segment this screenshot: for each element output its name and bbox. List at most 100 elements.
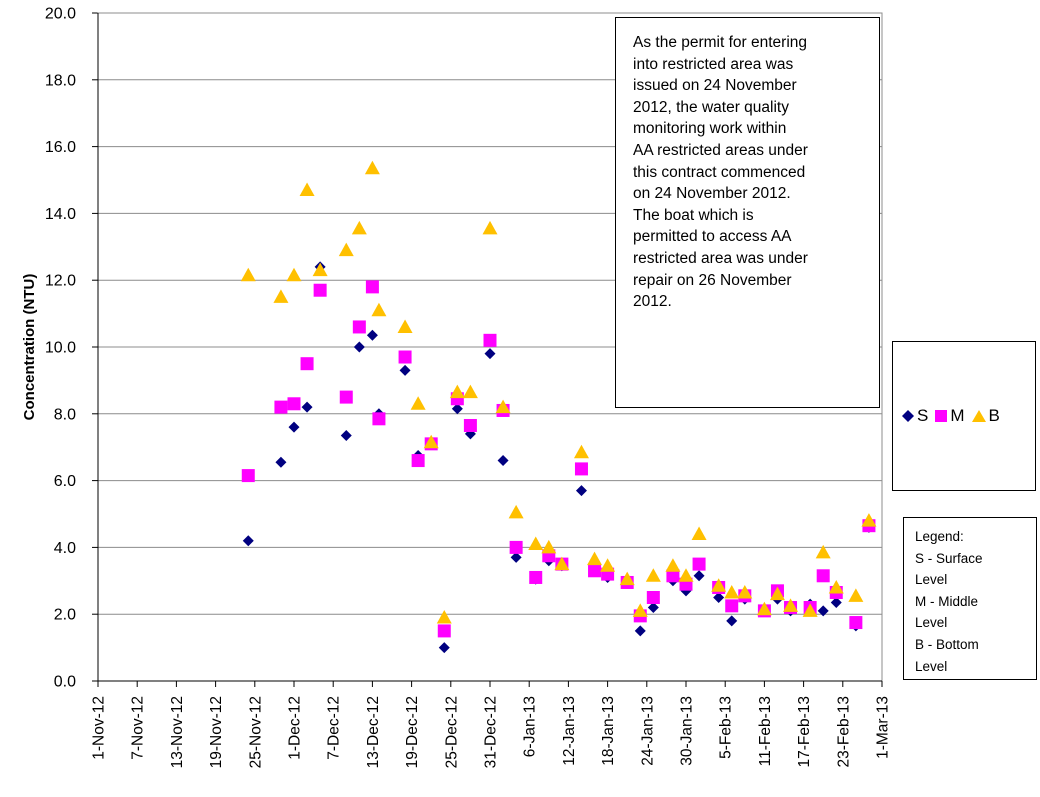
annotation-line: issued on 24 November: [633, 77, 797, 95]
data-point-m: [849, 616, 863, 630]
data-point-b: [364, 160, 380, 175]
data-point-m: [313, 283, 327, 297]
x-tick-label: 17-Feb-13: [796, 696, 813, 768]
data-point-m: [725, 599, 739, 613]
annotation-line: this contract commenced: [633, 163, 806, 181]
data-point-b: [815, 544, 831, 559]
data-point-s: [713, 592, 725, 603]
data-point-b: [678, 568, 694, 582]
data-point-b: [462, 384, 478, 399]
x-tick-label: 18-Jan-13: [600, 696, 617, 766]
x-tick-label: 24-Jan-13: [639, 696, 656, 766]
data-point-s: [693, 570, 705, 582]
data-point-b: [541, 539, 557, 554]
legend-entry-b: B: [971, 406, 1000, 426]
data-point-b: [691, 526, 707, 541]
y-tick-label: 4.0: [54, 540, 76, 557]
data-point-s: [575, 485, 587, 497]
data-point-s: [301, 401, 313, 413]
data-point-m: [666, 569, 680, 583]
data-point-s: [242, 535, 254, 547]
data-point-b: [573, 444, 589, 459]
data-point-b: [802, 603, 818, 617]
legend-note-line: S - Surface: [915, 550, 983, 566]
legend-explanation-box: Legend: S - Surface Level M - Middle Lev…: [903, 517, 1037, 680]
data-point-b: [371, 302, 387, 317]
y-tick-label: 16.0: [45, 139, 76, 156]
legend-label-b: B: [988, 406, 1000, 425]
y-tick-label: 14.0: [45, 206, 76, 223]
x-tick-label: 12-Jan-13: [561, 696, 578, 766]
triangle-marker-icon: [971, 410, 986, 422]
x-tick-label: 11-Feb-13: [757, 696, 774, 766]
data-point-b: [769, 586, 785, 601]
x-tick-label: 1-Mar-13: [875, 696, 892, 759]
data-point-m: [339, 390, 353, 404]
data-point-b: [508, 504, 524, 519]
y-tick-label: 2.0: [54, 607, 76, 624]
annotation-line: monitoring work within: [633, 120, 787, 138]
data-point-m: [372, 412, 386, 426]
y-axis-title: Concentration (NTU): [21, 274, 38, 421]
y-tick-label: 10.0: [45, 340, 76, 357]
annotation-line: As the permit for entering: [633, 34, 808, 51]
legend-note-line: Legend:: [915, 529, 964, 544]
data-point-b: [756, 601, 772, 616]
y-tick-label: 6.0: [54, 473, 76, 490]
legend-note-line: Level: [915, 658, 948, 674]
data-point-b: [861, 513, 877, 527]
data-point-s: [817, 605, 829, 617]
data-point-m: [287, 397, 301, 411]
data-point-m: [646, 591, 660, 604]
data-point-s: [484, 348, 496, 360]
legend-entry-s: S: [901, 406, 928, 426]
data-point-s: [288, 421, 300, 433]
data-point-b: [410, 396, 426, 410]
data-point-m: [509, 540, 523, 554]
data-point-s: [726, 615, 738, 627]
data-point-m: [483, 333, 497, 347]
annotation-line: restricted area was under: [633, 249, 808, 267]
x-tick-label: 30-Jan-13: [679, 696, 696, 766]
legend-entry-m: M: [934, 406, 965, 426]
legend-note-line: B - Bottom: [915, 636, 979, 652]
data-point-s: [634, 625, 646, 637]
data-point-m: [588, 564, 602, 578]
data-point-s: [275, 456, 287, 468]
x-tick-label: 7-Dec-12: [326, 696, 343, 760]
data-point-b: [828, 579, 844, 594]
legend-label-s: S: [917, 406, 929, 425]
legend-row: S M B: [901, 406, 1006, 426]
x-tick-label: 31-Dec-12: [483, 696, 500, 768]
data-point-m: [574, 462, 588, 476]
data-point-b: [495, 399, 511, 414]
x-tick-label: 6-Jan-13: [522, 696, 539, 757]
data-point-b: [273, 289, 289, 303]
data-point-b: [645, 568, 661, 582]
data-point-b: [312, 262, 328, 277]
data-point-b: [711, 578, 727, 592]
x-tick-label: 23-Feb-13: [835, 696, 852, 768]
data-point-b: [423, 434, 439, 449]
data-point-b: [397, 319, 413, 333]
legend-note-line: Level: [915, 615, 948, 631]
annotation-line: The boat which is: [633, 206, 754, 224]
x-tick-label: 25-Nov-12: [247, 696, 264, 768]
x-tick-label: 7-Nov-12: [130, 696, 147, 760]
data-point-m: [437, 624, 451, 638]
x-tick-label: 1-Nov-12: [91, 696, 108, 760]
y-tick-label: 18.0: [45, 72, 76, 89]
x-tick-label: 13-Nov-12: [169, 696, 186, 768]
annotation-line: permitted to access AA: [633, 228, 792, 246]
data-point-s: [366, 329, 378, 341]
x-tick-label: 25-Dec-12: [443, 696, 460, 768]
data-point-b: [619, 571, 635, 586]
data-point-b: [351, 220, 367, 235]
square-marker-icon: [935, 410, 948, 422]
y-tick-label: 8.0: [54, 406, 76, 423]
annotation-box: As the permit for entering into restrict…: [615, 17, 880, 408]
annotation-line: repair on 26 November: [633, 271, 792, 289]
data-point-b: [436, 610, 452, 624]
annotation-line: 2012.: [633, 293, 672, 311]
annotation-line: into restricted area was: [633, 55, 794, 73]
